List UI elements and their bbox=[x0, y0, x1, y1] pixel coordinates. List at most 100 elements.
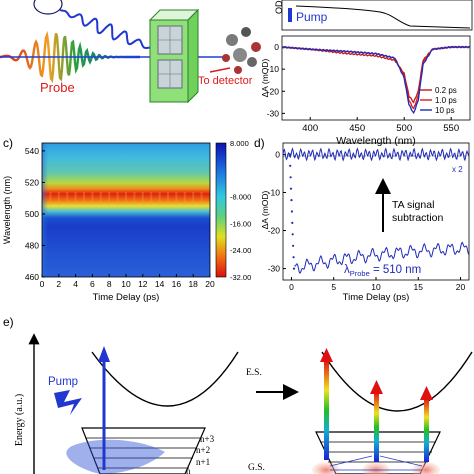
c-xtick-label: 2 bbox=[56, 279, 61, 289]
heatmap-oscillation-stripe bbox=[141, 191, 144, 205]
lightning-icon bbox=[54, 390, 82, 415]
probe-arrow-1 bbox=[324, 360, 329, 460]
rise-point bbox=[289, 176, 292, 179]
pump-label: Pump bbox=[48, 376, 78, 388]
c-ytick-label: 500 bbox=[25, 209, 39, 219]
d-ytick-label: -30 bbox=[268, 264, 281, 274]
panel-b-legend: 0.2 ps 1.0 ps 10 ps bbox=[420, 86, 457, 115]
pump-wave bbox=[59, 9, 155, 51]
wavepacket-lobe bbox=[66, 439, 165, 474]
b-xtick-label: 500 bbox=[396, 123, 412, 134]
rise-point bbox=[289, 187, 293, 190]
c-xtick-label: 0 bbox=[40, 279, 45, 289]
level-n2: n+2 bbox=[196, 445, 210, 455]
d-ytick-label: 0 bbox=[275, 149, 280, 159]
rise-point bbox=[290, 210, 293, 213]
right-es-potential bbox=[321, 351, 473, 412]
ta-kinetic-trace bbox=[294, 241, 470, 274]
heatmap-oscillation-stripe bbox=[150, 191, 153, 205]
laser-source-icon bbox=[33, 0, 63, 15]
heatmap-oscillation-stripe bbox=[83, 191, 85, 205]
heatmap-oscillation-stripe bbox=[66, 191, 69, 205]
panel-e-tag: e) bbox=[3, 315, 14, 329]
probe-arrow-2 bbox=[374, 392, 379, 462]
population-1 bbox=[312, 462, 340, 474]
d-xtick-label: 5 bbox=[331, 282, 336, 292]
heatmap-oscillation-stripe bbox=[74, 191, 77, 205]
c-xtick-label: 20 bbox=[205, 279, 215, 289]
heatmap-oscillation-stripe bbox=[99, 191, 102, 205]
colorbar bbox=[215, 142, 227, 278]
probe-arrow-3 bbox=[424, 398, 429, 462]
b-ytick-label: -10 bbox=[267, 64, 280, 74]
panel-a-schematic: Probe To detector bbox=[0, 0, 473, 104]
colorbar-tick-label: -32.00 bbox=[230, 273, 251, 282]
rise-point bbox=[290, 199, 293, 202]
level-n3: n+3 bbox=[200, 434, 215, 444]
heatmap-oscillation-stripe bbox=[57, 191, 60, 205]
d-xtick-label: 0 bbox=[289, 282, 294, 292]
panel-c-xlabel: Time Delay (ps) bbox=[93, 292, 160, 303]
crystal-structure-icon bbox=[222, 27, 261, 74]
rise-point bbox=[292, 244, 295, 247]
colorbar-tick-label: 8.000 bbox=[230, 139, 249, 148]
c-ytick-label: 520 bbox=[25, 177, 39, 187]
colorbar-tick-label: -24.00 bbox=[230, 246, 251, 255]
heatmap-oscillation-stripe bbox=[91, 191, 94, 205]
b-xtick-label: 400 bbox=[302, 123, 318, 134]
heatmap-time-stripes bbox=[49, 191, 203, 205]
heatmap-oscillation-stripe bbox=[116, 191, 119, 205]
subtracted-trace bbox=[282, 147, 470, 162]
panel-c-tag: c) bbox=[3, 136, 13, 150]
population-2 bbox=[362, 462, 390, 474]
legend-label-1: 1.0 ps bbox=[435, 96, 457, 105]
c-ytick-label: 460 bbox=[25, 272, 39, 282]
pump-arrowhead bbox=[98, 346, 110, 362]
b-ytick-label: -30 bbox=[267, 108, 280, 118]
panel-e-energy-diagram: e) Energy (a.u.) E.S. n+3 n+2 n+1 n Pump bbox=[3, 315, 473, 474]
coupling-lines bbox=[329, 455, 423, 471]
panel-b-xlabel: Wavelength (nm) bbox=[336, 135, 416, 147]
heatmap-oscillation-stripe bbox=[200, 191, 203, 205]
heatmap-surface bbox=[42, 143, 210, 277]
colorbar-tick-label: -8.000 bbox=[230, 193, 251, 202]
rise-point bbox=[289, 164, 292, 167]
b-ytick-label: 0 bbox=[274, 42, 279, 52]
rise-point bbox=[292, 256, 295, 259]
left-gs-levels bbox=[81, 427, 206, 474]
d-ytick-label: -20 bbox=[268, 226, 281, 236]
level-n: n bbox=[186, 466, 191, 474]
ta-kinetic-points bbox=[288, 153, 296, 270]
c-xtick-label: 16 bbox=[172, 279, 182, 289]
c-xtick-label: 12 bbox=[138, 279, 148, 289]
colorbar-tick-label: -16.00 bbox=[230, 219, 251, 228]
probe-wavelength-label: λProbe = 510 nm bbox=[344, 264, 421, 278]
detector-arrow bbox=[209, 67, 231, 73]
panel-d-kinetics: d) ΔA (mOD) Time Delay (ps) 0 5 10 15 20 0 -1… bbox=[254, 136, 470, 303]
energy-axis-label: Energy (a.u.) bbox=[14, 394, 25, 446]
legend-label-0: 0.2 ps bbox=[435, 86, 457, 95]
b-xtick-label: 450 bbox=[349, 123, 365, 134]
d-xtick-label: 20 bbox=[456, 282, 466, 292]
c-ytick-label: 480 bbox=[25, 240, 39, 250]
c-xtick-label: 8 bbox=[107, 279, 112, 289]
heatmap-oscillation-stripe bbox=[158, 191, 161, 205]
rise-point bbox=[291, 233, 294, 236]
panel-b-ylabel: ΔA (mOD) bbox=[260, 58, 270, 97]
panel-c-ylabel: Wavelength (nm) bbox=[2, 176, 12, 244]
panel-b-frame bbox=[281, 35, 471, 121]
c-xtick-label: 6 bbox=[90, 279, 95, 289]
od-axis-fragment: OD bbox=[274, 0, 284, 14]
pump-legend-label: Pump bbox=[296, 10, 328, 24]
heatmap-oscillation-stripe bbox=[183, 191, 186, 205]
spectrum-series-2 bbox=[281, 45, 471, 115]
es-label: E.S. bbox=[246, 368, 262, 378]
legend-label-2: 10 ps bbox=[435, 106, 455, 115]
heatmap-oscillation-stripe bbox=[108, 191, 111, 205]
absorption-curve bbox=[295, 5, 471, 29]
heatmap-oscillation-stripe bbox=[49, 191, 52, 205]
heatmap-oscillation-stripe bbox=[175, 191, 178, 205]
arrow-text-1: TA signal bbox=[392, 199, 434, 211]
sample-cuvette bbox=[148, 8, 200, 104]
